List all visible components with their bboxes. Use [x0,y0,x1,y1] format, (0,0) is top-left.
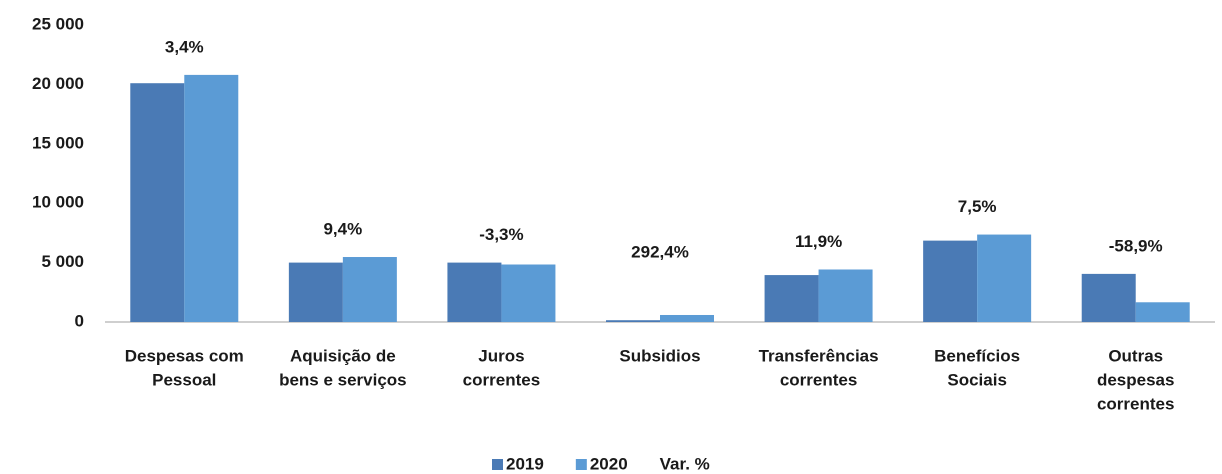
legend-label: 2019 [506,454,544,473]
bar [660,314,714,322]
bar [977,234,1032,322]
data-label: 292,4% [631,242,689,261]
y-tick-label: 25 000 [32,14,84,33]
x-tick-label: despesas [1097,370,1175,389]
y-tick-label: 20 000 [32,74,84,93]
x-tick-label: bens e serviços [279,370,407,389]
y-tick-label: 10 000 [32,193,84,212]
bar [447,262,502,322]
x-tick-label: Juros [478,346,524,365]
legend-swatch [492,459,503,470]
x-tick-label: Subsidios [619,346,700,365]
data-label: 11,9% [795,232,842,251]
bar [130,83,185,322]
legend-swatch [575,459,587,470]
x-tick-label: Benefícios [934,346,1020,365]
x-tick-label: Sociais [947,370,1007,389]
data-label: -58,9% [1109,236,1163,255]
bar [764,275,819,322]
bar [288,262,343,322]
bar [818,269,873,322]
bar [923,240,978,322]
x-tick-label: Outras [1108,346,1163,365]
y-tick-label: 15 000 [32,133,84,152]
y-tick-label: 5 000 [41,252,84,271]
x-tick-label: Despesas com [125,346,244,365]
bar [1081,273,1136,322]
data-label: 3,4% [165,37,204,56]
x-tick-label: correntes [1097,394,1174,413]
legend-label: 2020 [590,454,628,473]
data-label: 9,4% [323,220,362,239]
legend-label: Var. % [660,454,710,473]
bar [184,74,239,323]
x-tick-label: Transferências [759,346,879,365]
bar [1135,302,1190,322]
bar [501,264,556,322]
bar [342,257,397,322]
x-tick-label: Pessoal [152,370,216,389]
x-tick-label: correntes [463,370,540,389]
x-tick-label: correntes [780,370,857,389]
y-tick-label: 0 [75,311,84,330]
x-tick-label: Aquisição de [290,346,396,365]
data-label: -3,3% [479,225,523,244]
data-label: 7,5% [958,197,997,216]
bar [606,320,660,322]
